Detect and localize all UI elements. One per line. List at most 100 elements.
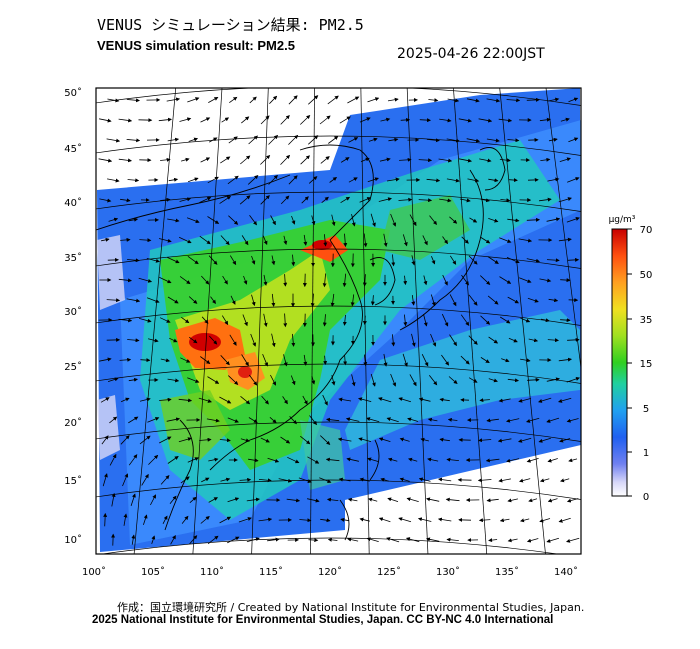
wind-arrow [278,478,293,483]
wind-arrow [201,477,210,483]
wind-arrow [258,478,272,483]
wind-arrow [448,376,458,385]
wind-arrow [442,274,448,286]
wind-arrow [546,217,561,222]
wind-arrow [546,377,560,382]
wind-arrow [398,517,412,523]
wind-arrow [227,536,240,544]
wind-arrow [520,358,531,363]
wind-arrow [507,296,520,304]
wind-arrow [383,233,388,247]
wind-arrow [326,497,339,502]
wind-arrow [108,217,119,222]
wind-arrow [138,318,152,323]
wind-arrow [347,537,359,542]
wind-arrow [146,258,160,263]
lat-tick-label: 30˚ [64,306,82,318]
wind-arrow [558,237,572,242]
wind-arrow [270,374,276,386]
wind-arrow [437,517,452,522]
wind-arrow [206,418,220,423]
wind-arrow [559,157,571,162]
wind-arrow [399,477,410,482]
wind-arrow [399,157,412,162]
wind-arrow [283,235,288,245]
wind-arrow [386,177,400,182]
wind-arrow [408,457,418,462]
wind-arrow [319,115,331,125]
wind-arrow [498,478,511,483]
wind-arrow [148,454,159,465]
wind-arrow [166,97,181,102]
wind-arrow [497,438,512,443]
wind-arrow [567,337,580,342]
wind-arrow [180,357,191,363]
wind-arrow [347,497,358,502]
wind-arrow [506,458,520,463]
wind-arrow [449,294,457,307]
wind-arrow [446,537,459,542]
colorbar-label: 35 [640,315,653,326]
wind-arrow [518,238,533,243]
wind-arrow [119,357,132,362]
wind-arrow [167,456,179,464]
wind-arrow [547,97,560,102]
wind-arrow [126,98,140,103]
wind-arrow [106,298,121,303]
wind-arrow [547,177,560,182]
wind-arrow [547,498,558,503]
wind-arrow [240,395,251,405]
wind-arrow [421,354,429,367]
wind-arrow [418,198,433,203]
wind-arrow [326,417,340,422]
wind-arrow [323,234,328,247]
wind-arrow [188,336,198,344]
wind-arrow [468,255,478,265]
wind-arrow [338,397,352,402]
wind-arrow [507,498,518,503]
wind-arrow [227,497,240,503]
wind-arrow [170,535,176,545]
wind-arrow [307,498,320,503]
wind-arrow [219,396,232,404]
lon-tick-label: 125˚ [377,566,401,578]
wind-arrow [167,137,180,142]
wind-arrow [560,478,570,483]
wind-arrow [498,118,513,123]
wind-arrow [447,417,458,422]
wind-arrow [207,216,220,224]
wind-arrow [363,233,368,248]
wind-arrow [548,137,558,142]
wind-arrow [258,517,273,522]
wind-arrow [560,278,571,283]
wind-arrow [208,457,219,462]
wind-arrow [380,477,390,482]
wind-arrow [467,178,480,183]
lat-tick-label: 45˚ [64,143,82,155]
wind-arrow [229,255,237,266]
wind-arrow [229,334,237,346]
wind-arrow [330,293,335,307]
wind-arrow [438,477,452,482]
wind-arrow [219,516,232,524]
wind-arrow [519,277,532,283]
wind-arrow [282,396,288,405]
wind-arrow [538,397,552,403]
wind-arrow [260,437,270,443]
wind-arrow [118,278,132,283]
wind-arrow [500,198,511,203]
wind-arrow [468,294,478,306]
wind-arrow [179,197,192,202]
wind-arrow [158,117,172,122]
colorbar-label: 50 [640,270,653,281]
wind-arrow [479,158,492,163]
wind-arrow [558,357,572,362]
wind-arrow [270,215,276,226]
colorbar-gradient [611,228,628,497]
wind-arrow [540,318,550,323]
colorbar-label: 15 [640,359,653,370]
wind-arrow [526,458,539,463]
wind-arrow [308,538,319,543]
colorbar: μg/m³ 70 50 35 15 5 1 0 [609,215,653,503]
